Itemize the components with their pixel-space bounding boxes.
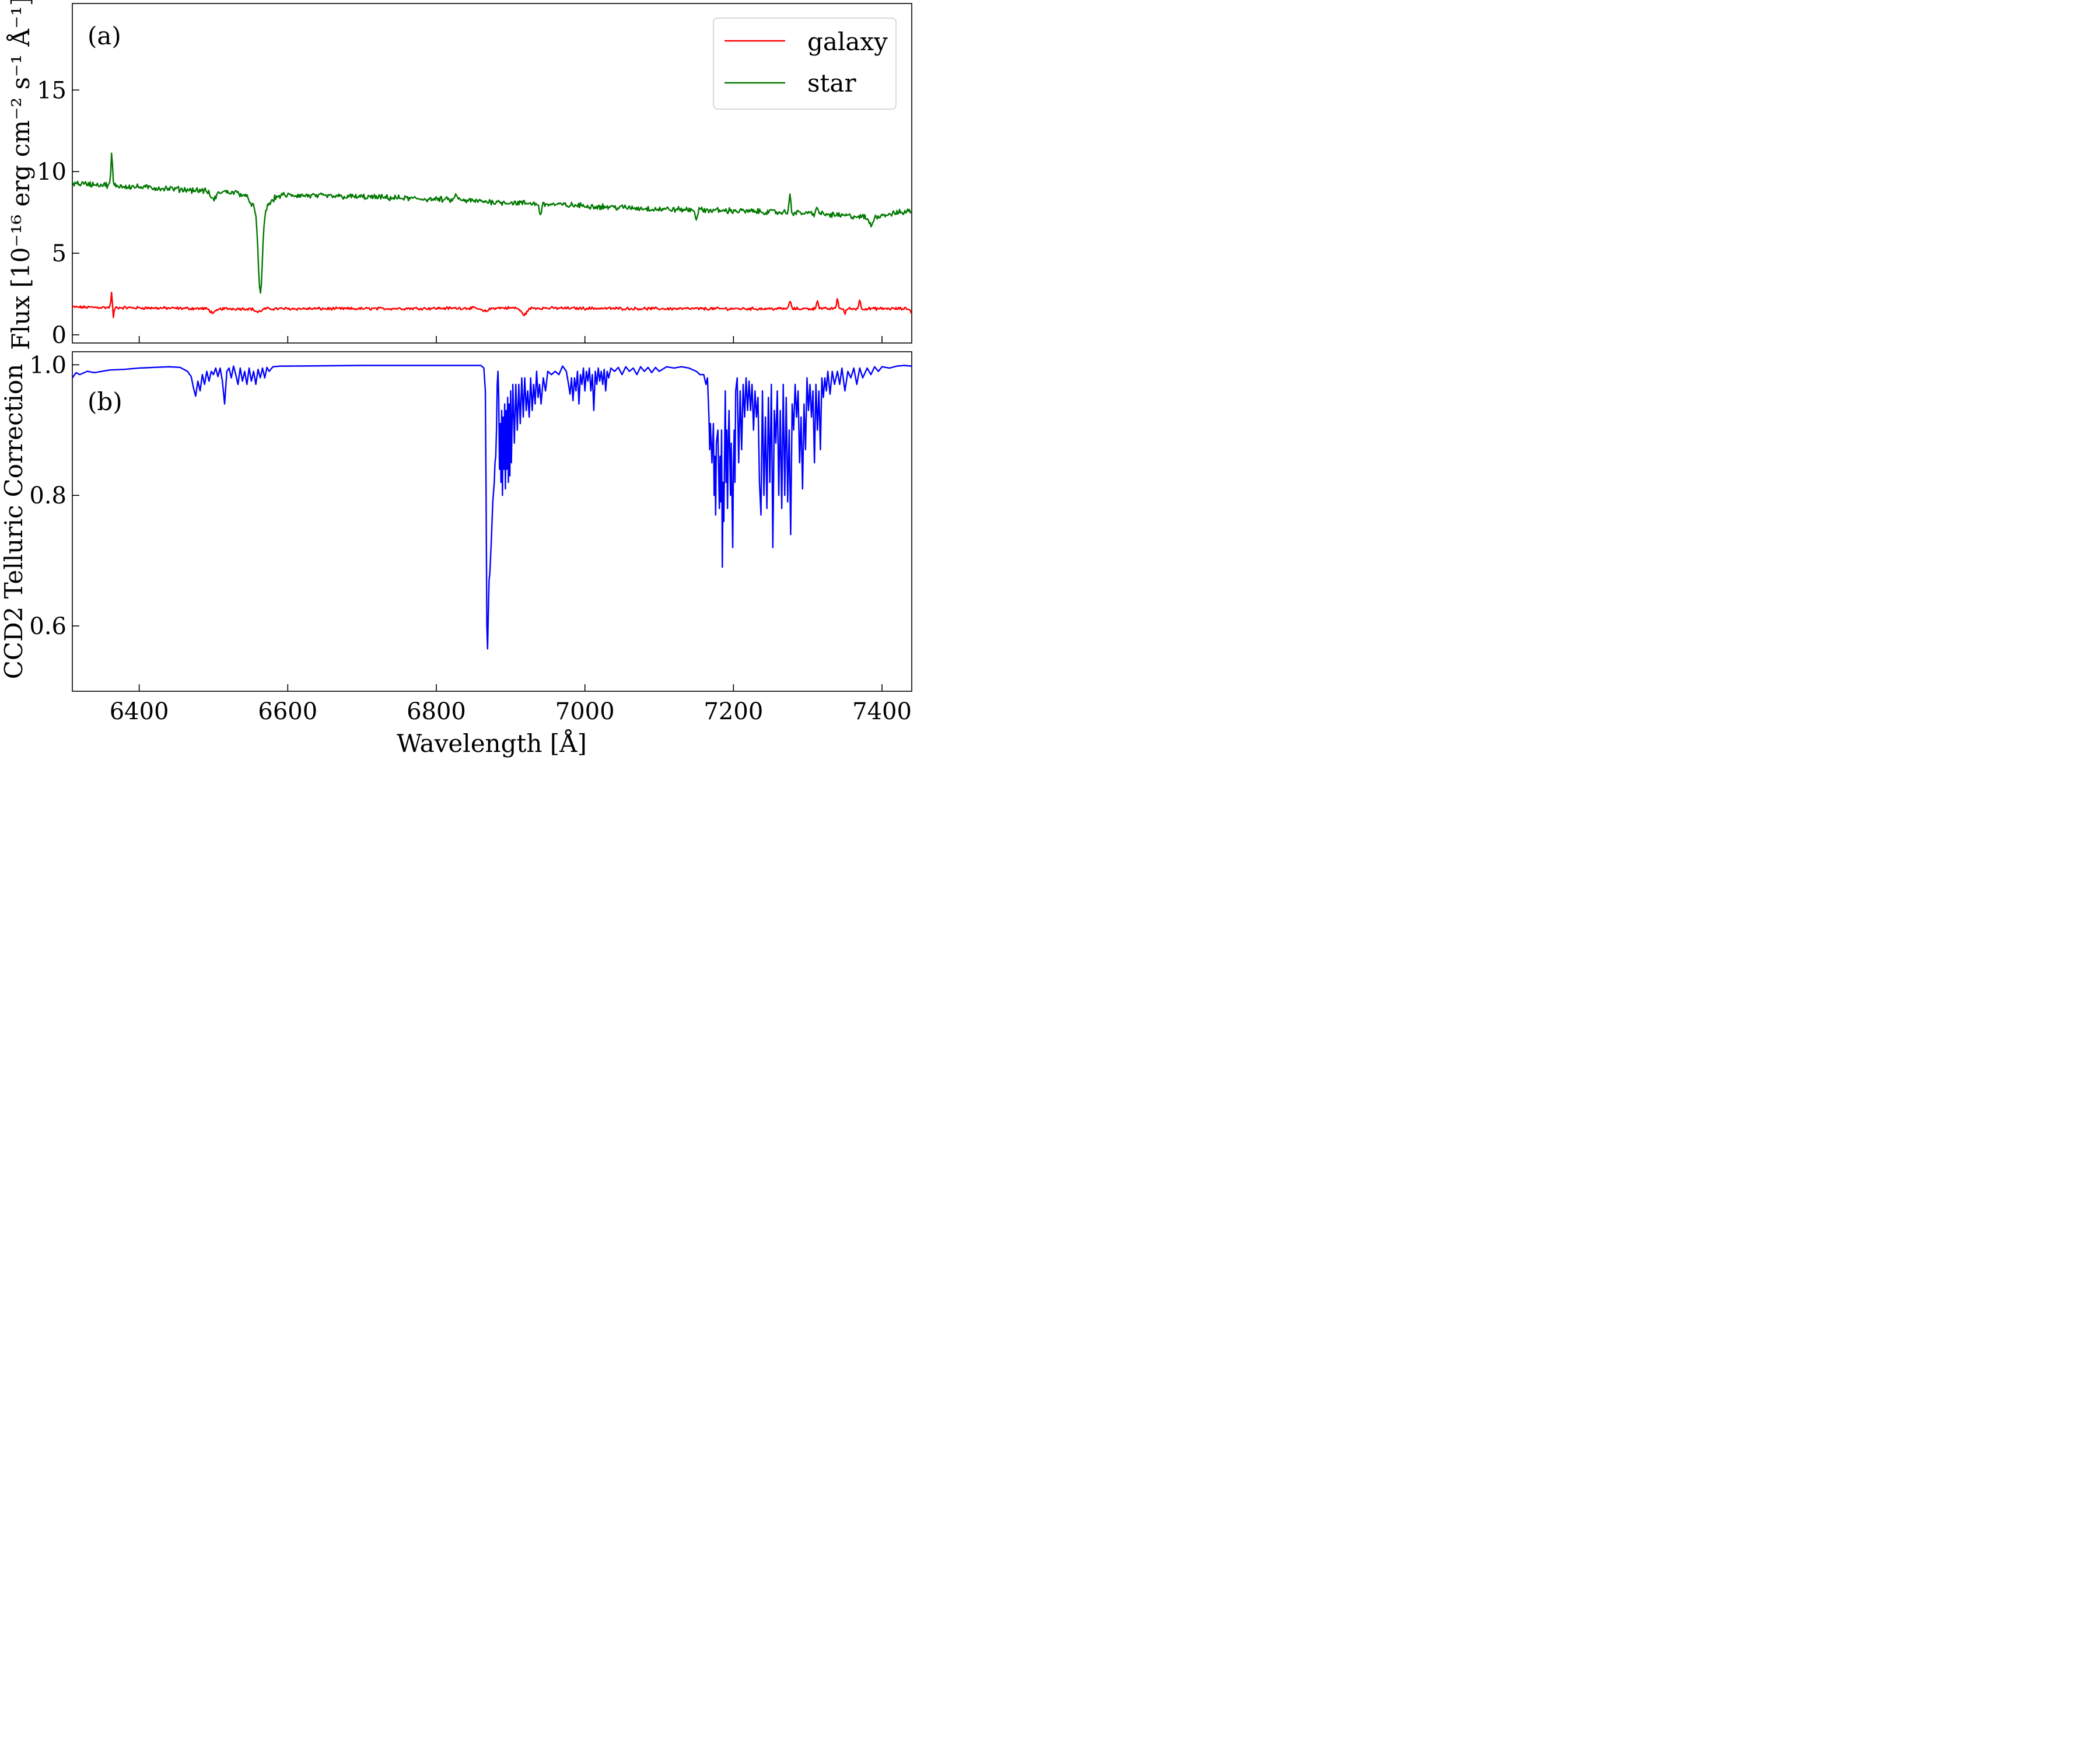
panel-b-ylabel: CCD2 Telluric Correction [0,364,28,680]
xtick-label: 7000 [555,698,615,725]
series-line-galaxy [72,291,912,318]
series-line-star [72,152,912,294]
ytick-label: 0.8 [29,482,66,509]
ytick-label: 0 [52,322,66,349]
panel-b: 0.6 0.8 1.0 6400 6600 6800 7000 7200 7400 (b) CC… [0,351,912,758]
panel-b-ticks: 0.6 0.8 1.0 6400 6600 6800 7000 7200 7400 [29,352,912,725]
legend: galaxy star [713,18,897,110]
panel-b-label: (b) [88,387,123,416]
xtick-label: 6600 [258,698,317,725]
xtick-label: 6800 [407,698,466,725]
panel-a-series [72,152,912,318]
x-axis-label: Wavelength [Å] [397,729,587,758]
legend-label-galaxy: galaxy [807,27,888,56]
ytick-label: 5 [52,240,66,267]
legend-label-star: star [807,69,856,97]
panel-b-series [72,365,912,650]
panel-a-frame [72,3,912,344]
panel-a-ylabel: Flux [10⁻¹⁶ erg cm⁻² s⁻¹ Å⁻¹] [6,0,35,350]
xtick-label: 6400 [110,698,169,725]
xtick-label: 7400 [852,698,912,725]
panel-a: 0 5 10 15 (a) galaxy star Flux [10⁻¹⁶ erg c… [6,0,912,350]
ytick-label: 1.0 [29,352,66,379]
xtick-label: 7200 [704,698,763,725]
panel-a-label: (a) [88,22,121,50]
series-line-panel-1-0 [72,365,912,650]
figure: 0 5 10 15 (a) galaxy star Flux [10⁻¹⁶ erg c… [0,0,912,758]
ytick-label: 0.6 [29,613,66,640]
panel-b-frame [72,351,912,692]
ytick-label: 15 [37,77,66,104]
panel-a-ticks: 0 5 10 15 [37,77,883,349]
ytick-label: 10 [37,159,66,186]
